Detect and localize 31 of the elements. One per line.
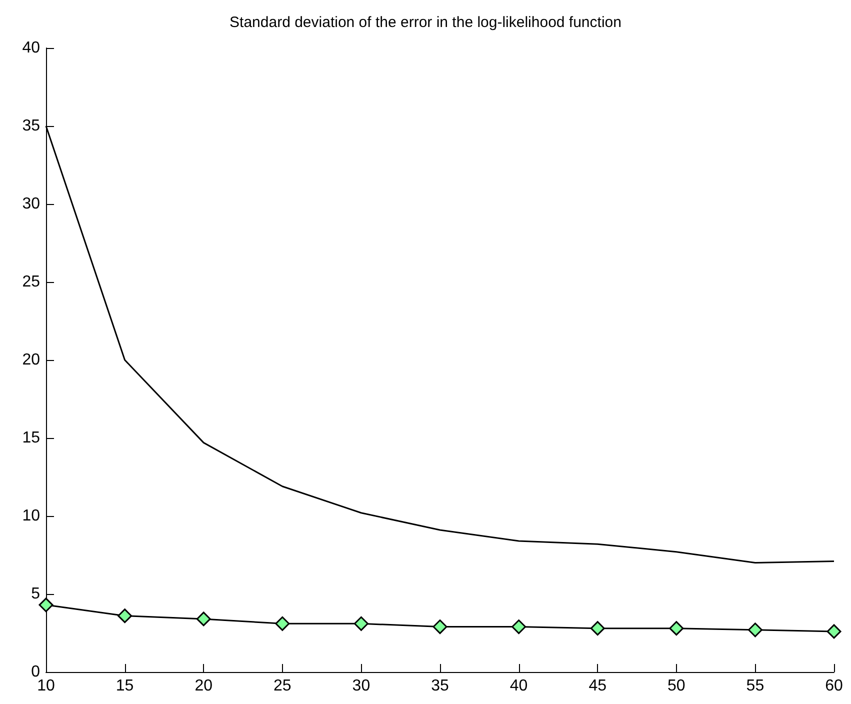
y-tick-label: 20 (22, 352, 40, 368)
y-tick-label: 10 (22, 508, 40, 524)
x-tick-label: 50 (668, 678, 686, 694)
point (590, 621, 605, 636)
y-tick-label: 0 (31, 664, 40, 680)
x-tick-label: 15 (116, 678, 134, 694)
x-tick-label: 40 (510, 678, 528, 694)
x-tick-label: 35 (431, 678, 449, 694)
point (669, 621, 684, 636)
y-tick-label: 5 (31, 586, 40, 602)
x-tick-label: 45 (588, 678, 607, 694)
x-tick-label: 20 (194, 678, 213, 694)
chart-title: Standard deviation of the error in the log-likelihood function (230, 14, 622, 31)
point (432, 620, 448, 634)
point (196, 612, 211, 626)
point (748, 622, 762, 638)
y-tick-label: 40 (22, 40, 40, 56)
point (354, 616, 368, 631)
x-tick-label: 60 (825, 678, 843, 694)
y-tick-label: 15 (22, 430, 40, 446)
x-tick-label: 30 (352, 678, 370, 694)
y-tick-label: 35 (22, 118, 40, 134)
point (118, 608, 132, 624)
point (826, 624, 842, 639)
point (512, 620, 526, 634)
x-tick-label: 55 (746, 678, 764, 694)
y-tick-label: 30 (22, 196, 40, 212)
point (38, 598, 54, 612)
y-tick-label: 25 (22, 274, 40, 290)
x-tick-label: 25 (274, 678, 292, 694)
point (275, 616, 290, 631)
